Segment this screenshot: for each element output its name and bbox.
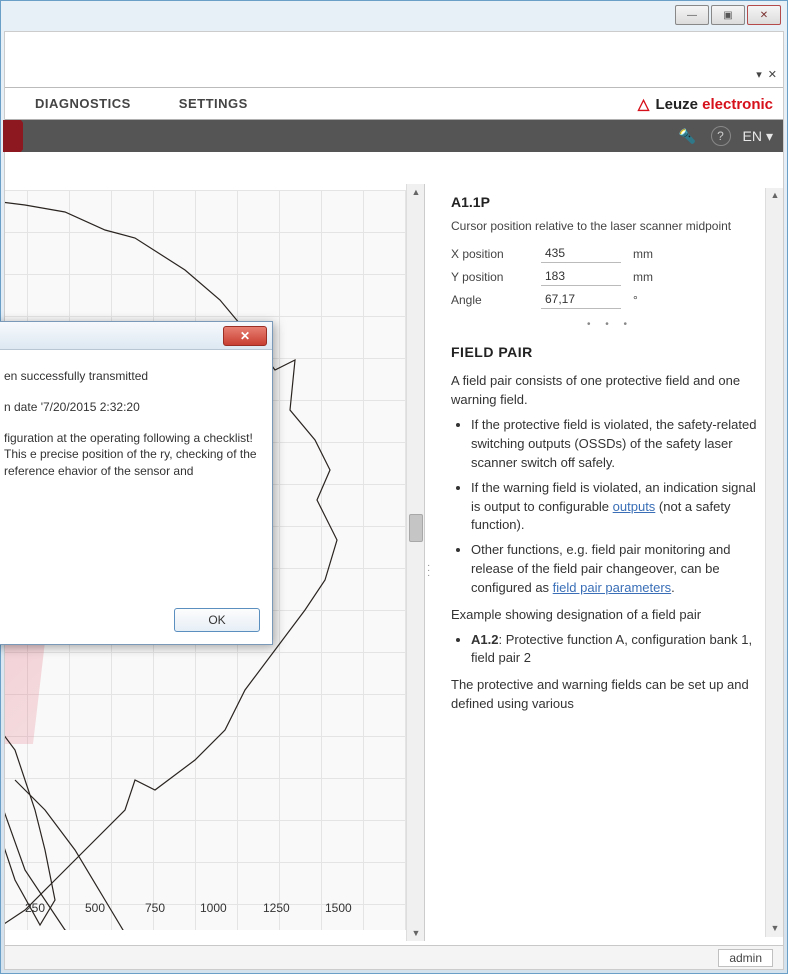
main-window: — ▣ ✕ ▾ ✕ DIAGNOSTICS SETTINGS △ Leuze e… (0, 0, 788, 974)
scan-contour-2 (5, 710, 55, 925)
angle-unit: ° (633, 293, 638, 307)
status-user: admin (718, 949, 773, 967)
panel-controls: ▾ ✕ (756, 68, 777, 81)
chart-scrollbar[interactable]: ▲ ▼ (406, 184, 424, 941)
minimize-button[interactable]: — (675, 5, 709, 25)
cursor-pane-desc: Cursor position relative to the laser sc… (451, 218, 769, 234)
status-bar: admin (5, 945, 783, 969)
dialog-line-2: n date '7/20/2015 2:32:20 (4, 399, 262, 416)
window-titlebar: — ▣ ✕ (1, 1, 787, 29)
cursor-position-pane: A1.1P Cursor position relative to the la… (437, 184, 783, 317)
x-tick: 500 (85, 901, 105, 915)
brand-logo: △ Leuze electronic (638, 95, 773, 113)
tab-settings[interactable]: SETTINGS (155, 90, 272, 117)
language-selector[interactable]: EN ▾ (743, 128, 773, 145)
maximize-button[interactable]: ▣ (711, 5, 745, 25)
help-example-list: A1.2: Protective function A, configurati… (471, 631, 767, 669)
y-position-value: 183 (541, 267, 621, 286)
y-position-label: Y position (451, 270, 541, 284)
x-tick: 250 (25, 901, 45, 915)
help-trailing: The protective and warning fields can be… (451, 676, 767, 714)
help-bullets: If the protective field is violated, the… (471, 416, 767, 598)
brand-triangle-icon: △ (638, 96, 650, 113)
y-position-row: Y position 183 mm (451, 267, 769, 286)
help-pane: FIELD PAIR A field pair consists of one … (437, 332, 783, 730)
brand-electronic: electronic (702, 96, 773, 113)
x-tick: 1000 (200, 901, 227, 915)
help-title: FIELD PAIR (451, 342, 767, 362)
dark-toolbar: 🔦 ? EN ▾ (5, 120, 783, 152)
angle-value: 67,17 (541, 290, 621, 309)
x-tick: 1250 (263, 901, 290, 915)
scroll-up-icon[interactable]: ▲ (407, 184, 425, 200)
sub-titlebar: ▾ ✕ (5, 32, 783, 88)
language-label: EN (743, 128, 762, 144)
tab-diagnostics[interactable]: DIAGNOSTICS (11, 90, 155, 117)
help-bullet-2: If the warning field is violated, an ind… (471, 479, 767, 536)
scroll-down-icon[interactable]: ▼ (407, 925, 425, 941)
x-tick: 750 (145, 901, 165, 915)
help-example-lead: Example showing designation of a field p… (451, 606, 767, 625)
toolbar-arc-decoration (3, 120, 23, 152)
x-position-unit: mm (633, 247, 653, 261)
splitter-handle[interactable]: ··· (427, 563, 430, 578)
help-scrollbar[interactable]: ▲ ▼ (765, 332, 783, 730)
dialog-footer: OK (0, 600, 272, 644)
panel-close-icon[interactable]: ✕ (768, 68, 777, 81)
x-tick: 1500 (325, 901, 352, 915)
brand-leuze: Leuze (655, 96, 698, 113)
confirmation-dialog: ✕ en successfully transmitted n date '7/… (0, 321, 273, 645)
right-panes: ··· A1.1P Cursor position relative to th… (425, 184, 783, 941)
dialog-line-1: en successfully transmitted (4, 368, 262, 385)
main-tabs: DIAGNOSTICS SETTINGS △ Leuze electronic (5, 88, 783, 120)
x-position-label: X position (451, 247, 541, 261)
help-example-bold: A1.2 (471, 632, 498, 647)
dialog-line-3: figuration at the operating following a … (4, 430, 262, 480)
help-example-rest: : Protective function A, configuration b… (471, 632, 752, 666)
y-position-unit: mm (633, 270, 653, 284)
field-pair-params-link[interactable]: field pair parameters (553, 580, 672, 595)
window-close-button[interactable]: ✕ (747, 5, 781, 25)
dialog-titlebar: ✕ (0, 322, 272, 350)
help-bullet-1: If the protective field is violated, the… (471, 416, 767, 473)
ok-button[interactable]: OK (174, 608, 260, 632)
help-intro: A field pair consists of one protective … (451, 372, 767, 410)
help-icon[interactable]: ? (711, 126, 731, 146)
outputs-link[interactable]: outputs (613, 499, 656, 514)
chevron-down-icon: ▾ (766, 128, 773, 145)
help-bullet-3b: . (671, 580, 675, 595)
help-example-item: A1.2: Protective function A, configurati… (471, 631, 767, 669)
search-icon[interactable]: 🔦 (677, 125, 699, 147)
x-position-value: 435 (541, 244, 621, 263)
chart-x-axis: 250 500 750 1000 1250 1500 (5, 901, 424, 921)
panel-menu-arrow[interactable]: ▾ (756, 68, 762, 81)
dialog-body: en successfully transmitted n date '7/20… (0, 350, 272, 600)
x-position-row: X position 435 mm (451, 244, 769, 263)
cursor-pane-title: A1.1P (451, 194, 769, 210)
dialog-close-button[interactable]: ✕ (223, 326, 267, 346)
angle-label: Angle (451, 293, 541, 307)
angle-row: Angle 67,17 ° (451, 290, 769, 309)
pane-separator[interactable]: • • • (437, 317, 783, 332)
scroll-thumb[interactable] (409, 514, 423, 542)
help-bullet-3: Other functions, e.g. field pair monitor… (471, 541, 767, 598)
